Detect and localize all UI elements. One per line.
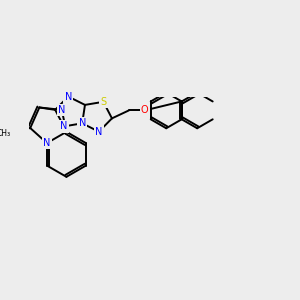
Text: S: S	[100, 97, 106, 107]
Text: N: N	[64, 92, 72, 102]
Text: N: N	[95, 127, 103, 137]
Text: O: O	[141, 105, 148, 116]
Text: CH₃: CH₃	[0, 129, 11, 138]
Text: N: N	[60, 122, 68, 131]
Text: N: N	[79, 118, 86, 128]
Text: N: N	[43, 138, 51, 148]
Text: N: N	[58, 105, 65, 115]
